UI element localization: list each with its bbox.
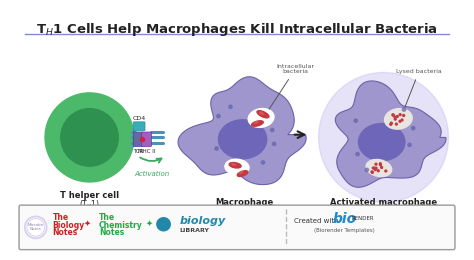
- Text: Activated macrophage: Activated macrophage: [330, 198, 437, 207]
- Circle shape: [395, 123, 397, 125]
- Circle shape: [319, 73, 448, 202]
- Text: T helper cell: T helper cell: [60, 191, 119, 200]
- Text: Lysed bacteria: Lysed bacteria: [396, 69, 442, 107]
- Circle shape: [261, 161, 264, 164]
- FancyArrowPatch shape: [140, 158, 162, 163]
- Circle shape: [377, 170, 379, 172]
- Circle shape: [394, 116, 396, 118]
- Text: ●: ●: [155, 213, 172, 232]
- Circle shape: [375, 163, 377, 165]
- Ellipse shape: [366, 159, 392, 177]
- Circle shape: [408, 143, 411, 146]
- Text: LIBRARY: LIBRARY: [180, 228, 210, 233]
- Circle shape: [390, 124, 392, 125]
- Circle shape: [271, 128, 274, 132]
- Circle shape: [392, 114, 394, 116]
- Circle shape: [394, 118, 396, 120]
- Circle shape: [356, 152, 359, 156]
- Ellipse shape: [358, 124, 405, 161]
- Ellipse shape: [229, 162, 241, 168]
- Circle shape: [217, 114, 220, 118]
- Circle shape: [27, 218, 45, 237]
- Text: ✦: ✦: [145, 218, 152, 227]
- FancyBboxPatch shape: [19, 205, 455, 250]
- Circle shape: [373, 167, 374, 169]
- Text: TCR: TCR: [134, 148, 144, 154]
- Text: Chemistry: Chemistry: [99, 221, 143, 230]
- Text: Microbe: Microbe: [27, 223, 44, 227]
- Circle shape: [379, 163, 381, 165]
- Circle shape: [392, 114, 394, 116]
- Circle shape: [25, 216, 47, 238]
- Circle shape: [381, 166, 383, 168]
- Text: The: The: [99, 213, 115, 223]
- Text: Created with: Created with: [293, 218, 338, 224]
- Text: (Biorender Templates): (Biorender Templates): [314, 228, 375, 233]
- Text: Biology: Biology: [53, 221, 85, 230]
- Ellipse shape: [219, 120, 267, 159]
- Ellipse shape: [225, 159, 249, 175]
- Text: ✦: ✦: [84, 218, 91, 227]
- Circle shape: [380, 164, 382, 166]
- Circle shape: [374, 169, 376, 171]
- Circle shape: [45, 93, 134, 182]
- Text: Intracellular
bacteria: Intracellular bacteria: [269, 63, 314, 109]
- Circle shape: [403, 115, 405, 116]
- Circle shape: [391, 122, 392, 124]
- Text: CD4: CD4: [133, 116, 146, 121]
- Ellipse shape: [384, 109, 412, 129]
- Circle shape: [354, 119, 357, 122]
- Text: (T$_H$1): (T$_H$1): [79, 199, 100, 211]
- Text: bio: bio: [333, 212, 356, 226]
- Circle shape: [402, 108, 406, 111]
- Ellipse shape: [257, 111, 269, 118]
- Circle shape: [411, 126, 415, 130]
- Ellipse shape: [248, 108, 274, 127]
- Circle shape: [215, 147, 218, 150]
- Circle shape: [399, 114, 401, 116]
- Circle shape: [399, 120, 401, 122]
- Text: Notes: Notes: [99, 228, 124, 237]
- Circle shape: [374, 167, 375, 169]
- Circle shape: [365, 168, 368, 172]
- Circle shape: [371, 171, 373, 173]
- Circle shape: [385, 170, 387, 172]
- Ellipse shape: [259, 112, 264, 115]
- Circle shape: [372, 171, 374, 173]
- Text: RENDER: RENDER: [351, 216, 374, 220]
- Text: The: The: [53, 213, 69, 223]
- Circle shape: [401, 119, 403, 121]
- Text: Macrophage: Macrophage: [215, 198, 273, 207]
- Ellipse shape: [232, 163, 236, 165]
- Text: biology: biology: [180, 216, 226, 226]
- FancyBboxPatch shape: [133, 122, 145, 131]
- Text: Activation: Activation: [134, 171, 169, 177]
- Polygon shape: [335, 81, 446, 187]
- Text: Notes: Notes: [30, 227, 42, 231]
- Text: MHC II: MHC II: [138, 148, 156, 154]
- Circle shape: [273, 142, 276, 146]
- Ellipse shape: [239, 172, 243, 174]
- Text: T$_H$1 Cells Help Macrophages Kill Intracellular Bacteria: T$_H$1 Cells Help Macrophages Kill Intra…: [36, 21, 438, 37]
- FancyBboxPatch shape: [142, 132, 152, 146]
- Ellipse shape: [254, 122, 258, 124]
- Circle shape: [229, 105, 232, 108]
- Ellipse shape: [237, 171, 248, 177]
- Circle shape: [375, 167, 377, 169]
- Ellipse shape: [252, 121, 263, 126]
- Circle shape: [61, 109, 118, 166]
- Text: Notes: Notes: [53, 228, 78, 237]
- Polygon shape: [178, 77, 306, 185]
- Circle shape: [396, 115, 398, 117]
- FancyBboxPatch shape: [133, 132, 143, 146]
